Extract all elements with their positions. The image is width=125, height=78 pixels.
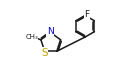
Text: CH₃: CH₃ (25, 34, 38, 40)
Text: N: N (47, 27, 54, 36)
Text: F: F (84, 10, 90, 19)
Text: S: S (41, 48, 48, 58)
